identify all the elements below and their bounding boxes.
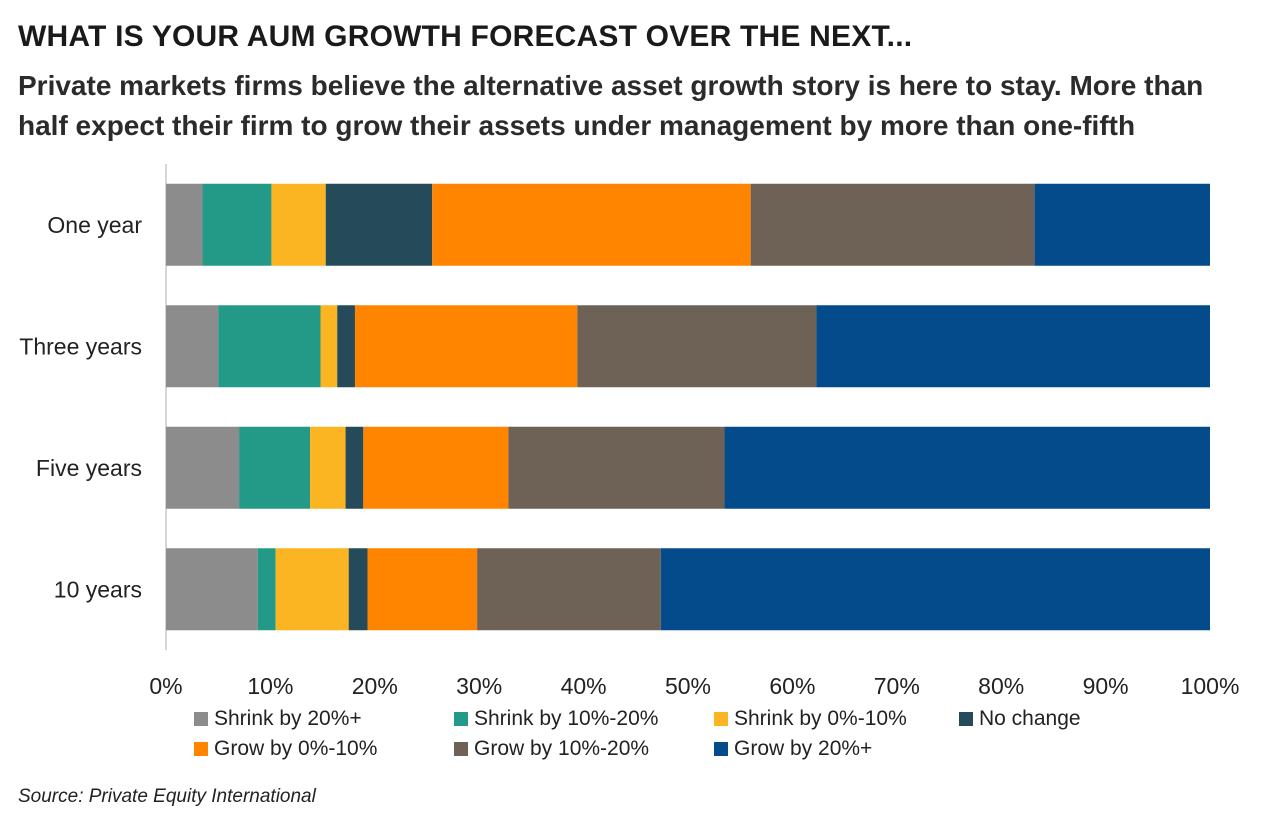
bar-segment (724, 426, 1210, 509)
bar-segment (257, 548, 276, 631)
legend-item: Grow by 10%-20% (454, 736, 714, 762)
chart-subtitle: Private markets firms believe the altern… (18, 70, 1204, 141)
legend-swatch (454, 712, 468, 726)
legend-swatch (454, 742, 468, 756)
bar-segment (320, 305, 338, 388)
bar-segment (310, 426, 346, 509)
x-tick-label: 100% (1181, 673, 1240, 699)
bar-segment (271, 183, 326, 266)
category-label: One year (47, 212, 142, 238)
bar-segment (354, 305, 578, 388)
bar-segment (202, 183, 272, 266)
bar-segment (239, 426, 311, 509)
bar-segment (577, 305, 817, 388)
bar-segment (348, 548, 368, 631)
legend-swatch (959, 712, 973, 726)
stacked-bar-chart: One year Three years Five years 10 years 0% 1… (19, 164, 1240, 699)
bar-segment (325, 183, 433, 266)
x-tick-label: 70% (874, 673, 920, 699)
bar-segment (477, 548, 661, 631)
category-label: Five years (36, 455, 142, 481)
x-tick-label: 60% (769, 673, 815, 699)
legend-swatch (194, 712, 208, 726)
bar-segment (345, 426, 364, 509)
x-tick-label: 90% (1083, 673, 1129, 699)
bar-segment (750, 183, 1035, 266)
legend-item: Shrink by 0%-10% (714, 706, 959, 732)
bar-segment (816, 305, 1210, 388)
legend-item: Grow by 20%+ (714, 736, 959, 762)
bar-segment (166, 426, 240, 509)
legend-label: Shrink by 0%-10% (734, 707, 907, 730)
legend-item: No change (959, 706, 1179, 732)
x-tick-label: 10% (247, 673, 293, 699)
bar-segment (367, 548, 478, 631)
category-label: Three years (19, 333, 142, 359)
bar-segment (337, 305, 355, 388)
bar-segment (660, 548, 1210, 631)
legend-label: Grow by 20%+ (734, 737, 873, 760)
bar-segment (363, 426, 509, 509)
legend-label: No change (979, 707, 1081, 730)
legend-label: Shrink by 20%+ (214, 707, 362, 730)
legend-swatch (194, 742, 208, 756)
source-note: Source: Private Equity International (18, 786, 316, 807)
x-tick-label: 50% (665, 673, 711, 699)
chart-title: WHAT IS YOUR AUM GROWTH FORECAST OVER TH… (18, 20, 913, 53)
bar-segment (432, 183, 751, 266)
legend-item: Grow by 0%-10% (194, 736, 454, 762)
x-tick-label: 0% (149, 673, 182, 699)
category-label: 10 years (54, 576, 142, 602)
legend-item: Shrink by 20%+ (194, 706, 454, 732)
bar-segment (166, 548, 258, 631)
x-tick-label: 30% (456, 673, 502, 699)
bar-segment (1034, 183, 1210, 266)
bar-segment (166, 183, 203, 266)
bar-segment (508, 426, 725, 509)
bar-segment (275, 548, 349, 631)
legend-item: Shrink by 10%-20% (454, 706, 714, 732)
legend-label: Grow by 10%-20% (474, 737, 650, 760)
legend-swatch (714, 742, 728, 756)
x-tick-label: 20% (352, 673, 398, 699)
bar-segment (218, 305, 321, 388)
legend-swatch (714, 712, 728, 726)
legend-label: Shrink by 10%-20% (474, 707, 659, 730)
x-tick-label: 40% (561, 673, 607, 699)
chart-legend: Shrink by 20%+ Shrink by 10%-20% Shrink by… (194, 706, 1194, 762)
x-tick-label: 80% (978, 673, 1024, 699)
legend-label: Grow by 0%-10% (214, 737, 378, 760)
bar-segment (166, 305, 219, 388)
